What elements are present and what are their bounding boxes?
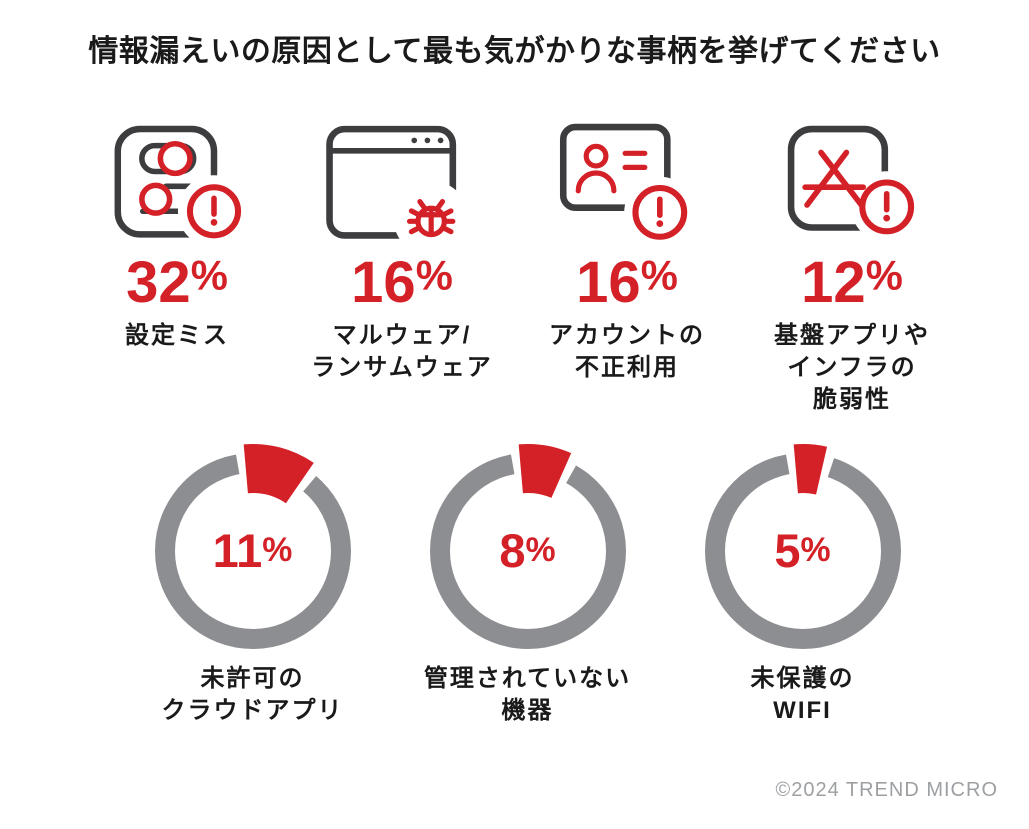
donut-percent: 5% bbox=[774, 524, 831, 577]
stat-label: 基盤アプリや インフラの 脆弱性 bbox=[774, 321, 930, 413]
app-infra-alert-icon bbox=[787, 126, 923, 242]
stat-percent: 16% bbox=[576, 249, 678, 315]
stat-percent: 32% bbox=[126, 249, 228, 315]
copyright-text: ©2024 TREND MICRO bbox=[775, 779, 998, 801]
donut-chart: 5% bbox=[693, 440, 913, 661]
stats-row: 32% 設定ミス 16% bbox=[65, 116, 965, 416]
stat-label: アカウントの 不正利用 bbox=[549, 321, 705, 381]
stat-label: マルウェア/ ランサムウェア bbox=[311, 321, 493, 381]
id-card-alert-icon bbox=[559, 123, 696, 245]
donut-row: 11% 未許可の クラウドアプリ 8% 管理されていない 機器 bbox=[115, 440, 940, 727]
page-title: 情報漏えいの原因として最も気がかりな事柄を挙げてください bbox=[88, 35, 941, 68]
donut-unsanctioned-cloud-apps: 11% 未許可の クラウドアプリ bbox=[115, 440, 390, 727]
stat-percent: 16% bbox=[351, 249, 453, 315]
stat-card-misconfiguration: 32% 設定ミス bbox=[65, 116, 290, 416]
donut-unprotected-wifi: 5% 未保護の WIFI bbox=[665, 440, 940, 727]
settings-alert-icon bbox=[114, 125, 251, 241]
stat-label: 設定ミス bbox=[125, 321, 229, 349]
browser-bug-icon bbox=[326, 125, 469, 243]
bug-icon bbox=[406, 198, 456, 238]
stat-percent: 12% bbox=[801, 249, 903, 315]
donut-slice bbox=[243, 443, 314, 503]
stat-card-app-infra-vulnerability: 12% 基盤アプリや インフラの 脆弱性 bbox=[740, 116, 965, 416]
donut-chart: 11% bbox=[143, 440, 363, 661]
donut-unmanaged-devices: 8% 管理されていない 機器 bbox=[390, 440, 665, 727]
donut-label: 未保護の WIFI bbox=[750, 664, 855, 724]
donut-percent: 11% bbox=[212, 524, 293, 577]
app-store-a-icon bbox=[818, 149, 865, 209]
donut-label: 未許可の クラウドアプリ bbox=[161, 664, 344, 724]
donut-chart: 8% bbox=[418, 440, 638, 661]
person-icon bbox=[583, 143, 609, 169]
donut-slice bbox=[518, 443, 571, 498]
donut-percent: 8% bbox=[499, 524, 556, 577]
stat-card-malware-ransomware: 16% マルウェア/ ランサムウェア bbox=[290, 116, 515, 416]
stat-card-account-misuse: 16% アカウントの 不正利用 bbox=[515, 116, 740, 416]
donut-slice bbox=[793, 443, 827, 494]
infographic-page: { "title": "情報漏えいの原因として最も気がかりな事柄を挙げてください… bbox=[0, 33, 1029, 829]
donut-label: 管理されていない 機器 bbox=[423, 664, 632, 724]
